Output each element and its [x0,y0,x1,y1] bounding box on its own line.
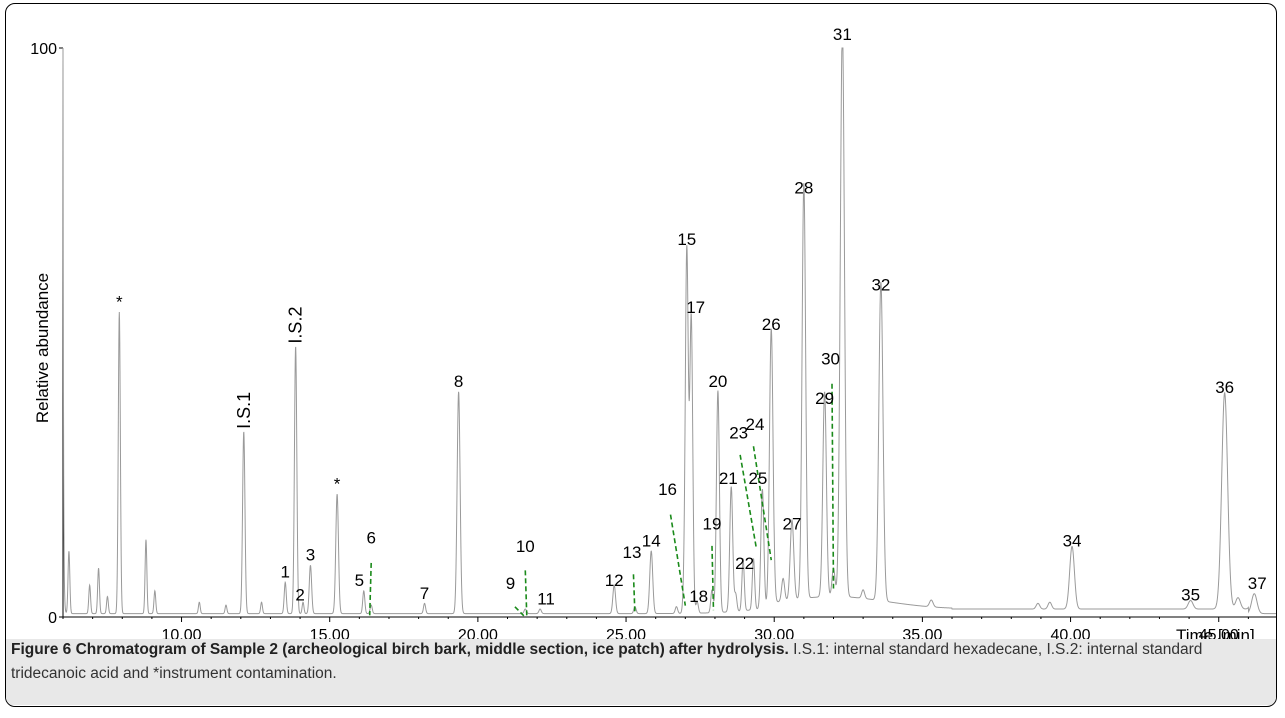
y-axis-label: Relative abundance [33,273,52,423]
peak-label: 34 [1063,531,1082,550]
peak-label: 12 [605,571,624,590]
caption-title: Figure 6 Chromatogram of Sample 2 (arche… [11,641,789,658]
peak-label: 24 [745,415,764,434]
peak-label: 18 [689,587,708,606]
peak-label: 27 [783,514,802,533]
peak-label: 22 [735,554,754,573]
peak-label: 31 [833,25,852,44]
y-tick-label: 0 [48,610,57,627]
leader-line [368,562,372,616]
peak-label: 7 [420,584,429,603]
peak-label: * [116,292,123,311]
peak-label: 36 [1215,378,1234,397]
peak-label: 25 [748,469,767,488]
peak-label: 5 [355,571,364,590]
peak-label: 1 [281,563,290,582]
peak-label: 8 [454,372,463,391]
peak-label: I.S.1 [234,392,254,429]
peak-label: 3 [306,546,315,565]
peak-label: 32 [871,275,890,294]
leader-line [632,574,636,615]
peak-label: 28 [794,179,813,198]
peak-label: 26 [762,315,781,334]
peak-label: 15 [677,230,696,249]
peak-label: 13 [623,543,642,562]
leader-line [831,383,835,589]
peak-label: 37 [1248,574,1267,593]
caption-body: I.S.1: internal standard hexadecane, I.S… [11,641,1203,682]
peak-label: 6 [366,529,375,548]
peak-label: 9 [506,574,515,593]
peak-label: I.S.2 [286,307,306,344]
figure-frame: 0 100 10.00 15.00 20.00 25.00 30.00 35.00 40.00 4… [5,3,1277,707]
peak-label: * [334,475,341,494]
leader-line [514,606,525,617]
leader-line [711,545,715,611]
peak-label: 23 [729,423,748,442]
chromatogram-trace-group [62,47,1276,615]
peak-label: 19 [703,514,722,533]
peak-label: 30 [821,349,840,368]
peak-label: 16 [658,480,677,499]
peak-label: 20 [708,372,727,391]
peak-labels-group: *I.S.1I.S.2123*5678910111213141516171819… [116,25,1267,608]
peak-label: 35 [1181,585,1200,604]
peak-label: 2 [295,585,304,604]
peak-label: 17 [686,298,705,317]
leader-lines-group [368,383,835,617]
peak-label: 11 [537,589,555,608]
leader-line [669,514,687,606]
peak-label: 10 [516,537,535,556]
chromatogram-trace [62,47,1276,615]
peak-label: 29 [815,389,834,408]
peak-label: 21 [719,469,738,488]
y-tick-label: 100 [30,41,57,58]
leader-line [752,446,773,561]
figure-caption: Figure 6 Chromatogram of Sample 2 (arche… [11,638,1261,686]
peak-label: 14 [642,531,661,550]
caption-background [6,639,1276,705]
